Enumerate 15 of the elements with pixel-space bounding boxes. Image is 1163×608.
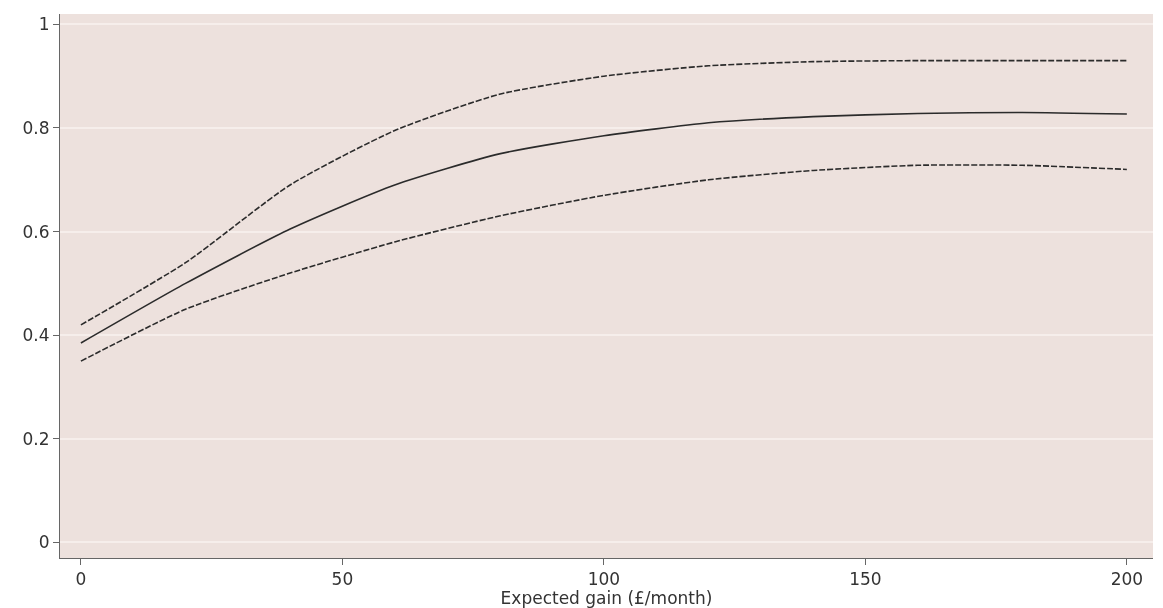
line-series: [80, 111, 1128, 344]
x-tick-label: 50: [331, 569, 354, 590]
x-tick-label: 150: [849, 569, 882, 590]
x-tick-label: 100: [587, 569, 621, 590]
x-axis-title: Expected gain (£/month): [500, 588, 713, 608]
line-series: [80, 164, 1128, 362]
y-tick-label: 1: [38, 14, 50, 35]
y-tick-label: 0: [38, 532, 50, 553]
y-tick-label: 0.6: [22, 221, 50, 242]
y-tick-label: 0.2: [22, 428, 50, 449]
line-series: [80, 59, 1128, 326]
x-tick-label: 0: [75, 569, 87, 590]
y-tick-label: 0.4: [22, 325, 50, 346]
x-tick-label: 200: [1110, 569, 1144, 590]
y-tick-label: 0.8: [22, 117, 50, 138]
